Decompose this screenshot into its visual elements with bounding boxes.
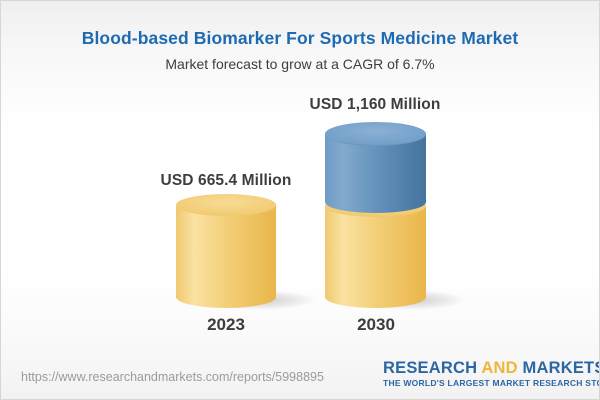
logo-word-markets: MARKETS — [522, 359, 600, 377]
value-label-2030: USD 1,160 Million — [309, 96, 441, 113]
logo-word-research: RESEARCH — [383, 359, 478, 377]
logo-wordmark: RESEARCH AND MARKETS — [383, 359, 599, 377]
report-url: https://www.researchandmarkets.com/repor… — [21, 370, 324, 384]
bar-2030-growth-cap — [325, 122, 426, 146]
bar-2023-cap — [176, 194, 276, 216]
value-label-2023: USD 665.4 Million — [160, 172, 292, 189]
research-and-markets-logo: RESEARCH AND MARKETS THE WORLD'S LARGEST… — [383, 359, 600, 389]
bar-2030-base-segment — [325, 206, 426, 308]
category-label-2030: 2030 — [357, 315, 395, 334]
bar-2030-growth-segment — [325, 134, 426, 213]
bar-2030-cylinder — [325, 122, 466, 310]
logo-word-and: AND — [481, 359, 518, 377]
category-label-2023: 2023 — [207, 315, 245, 334]
logo-tagline: THE WORLD'S LARGEST MARKET RESEARCH STOR… — [383, 378, 600, 389]
bar-2023-body — [176, 205, 276, 308]
bar-2023-cylinder — [176, 194, 316, 310]
page-subtitle: Market forecast to grow at a CAGR of 6.7… — [165, 56, 435, 72]
page-title: Blood-based Biomarker For Sports Medicin… — [81, 28, 519, 48]
